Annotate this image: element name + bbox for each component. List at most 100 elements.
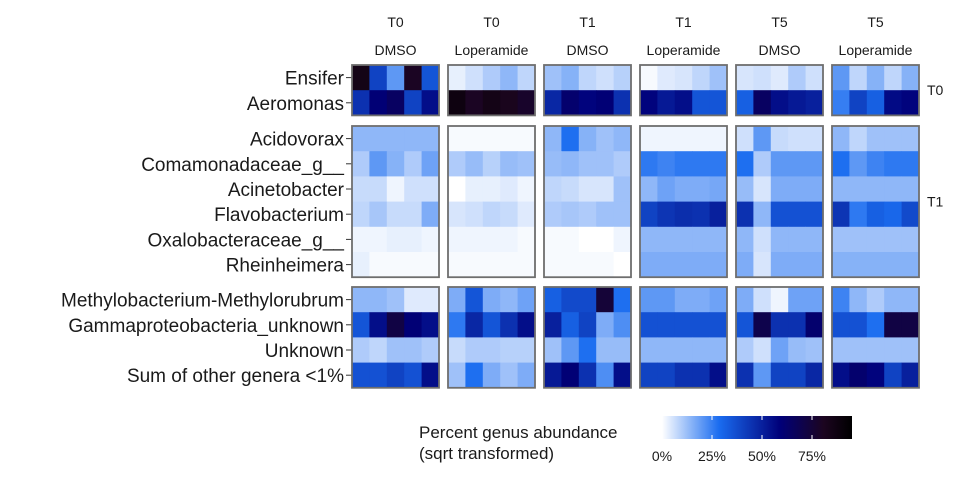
heatmap-cell bbox=[788, 176, 806, 202]
heatmap-cell bbox=[404, 151, 422, 177]
heatmap-cell bbox=[465, 337, 484, 363]
heatmap-cell bbox=[386, 287, 405, 313]
heatmap-cell bbox=[448, 252, 466, 278]
heatmap-cell bbox=[770, 337, 789, 363]
heatmap-cell bbox=[352, 312, 370, 338]
heatmap-cell bbox=[369, 176, 388, 202]
column-strip-time: T0 bbox=[387, 14, 404, 30]
heatmap-cell bbox=[448, 90, 466, 116]
heatmap-cell bbox=[448, 287, 466, 313]
heatmap-cell bbox=[578, 252, 597, 278]
heatmap-cell bbox=[770, 176, 789, 202]
heatmap-cell bbox=[517, 176, 536, 202]
heatmap-cell bbox=[448, 312, 466, 338]
heatmap-cell bbox=[613, 126, 632, 152]
heatmap-cell bbox=[657, 65, 676, 91]
row-label: Sum of other genera <1% bbox=[127, 366, 344, 387]
panel-border bbox=[543, 286, 632, 389]
heatmap-cell bbox=[352, 65, 370, 91]
heatmap-cell bbox=[866, 126, 885, 152]
row-strip-label: T0 bbox=[927, 82, 944, 98]
column-strip-time: T5 bbox=[771, 14, 788, 30]
heatmap-panel bbox=[831, 64, 920, 117]
heatmap-panel bbox=[447, 286, 536, 389]
heatmap-cell bbox=[448, 65, 466, 91]
heatmap-cell bbox=[657, 90, 676, 116]
heatmap-panel bbox=[735, 64, 824, 117]
heatmap-cell bbox=[657, 126, 676, 152]
heatmap-cell bbox=[561, 176, 580, 202]
panel-border bbox=[447, 64, 536, 117]
heatmap-cell bbox=[901, 126, 920, 152]
heatmap-cell bbox=[352, 226, 370, 253]
heatmap-cell bbox=[736, 126, 754, 152]
heatmap-cell bbox=[674, 90, 693, 116]
heatmap-cell bbox=[482, 287, 501, 313]
heatmap-cell bbox=[770, 126, 789, 152]
heatmap-cell bbox=[901, 362, 920, 389]
panel-border bbox=[735, 125, 824, 279]
heatmap-cell bbox=[901, 176, 920, 202]
heatmap-cell bbox=[596, 201, 614, 228]
heatmap-cell bbox=[692, 337, 710, 363]
heatmap-cell bbox=[352, 362, 370, 389]
heatmap-cell bbox=[640, 151, 658, 177]
heatmap-cell bbox=[482, 312, 501, 338]
heatmap-cell bbox=[866, 176, 885, 202]
heatmap-cell bbox=[753, 90, 772, 116]
heatmap-cell bbox=[866, 337, 885, 363]
heatmap-cell bbox=[578, 337, 597, 363]
heatmap-cell bbox=[832, 126, 850, 152]
heatmap-cell bbox=[482, 126, 501, 152]
heatmap-cell bbox=[500, 126, 518, 152]
heatmap-cell bbox=[613, 312, 632, 338]
row-label: Methylobacterium-Methylorubrum bbox=[61, 291, 344, 312]
heatmap-cell bbox=[849, 252, 868, 278]
heatmap-cell bbox=[657, 287, 676, 313]
heatmap-cell bbox=[596, 90, 614, 116]
legend-tick-label: 75% bbox=[798, 448, 826, 464]
heatmap-cell bbox=[517, 226, 536, 253]
heatmap-cell bbox=[421, 176, 440, 202]
heatmap-cell bbox=[832, 201, 850, 228]
heatmap-cell bbox=[866, 312, 885, 338]
heatmap-cell bbox=[517, 312, 536, 338]
heatmap-cell bbox=[596, 337, 614, 363]
heatmap-cell bbox=[692, 252, 710, 278]
row-label: Ensifer bbox=[285, 69, 345, 90]
column-strip-treatment: DMSO bbox=[759, 42, 801, 58]
heatmap-cell bbox=[465, 65, 484, 91]
heatmap-cell bbox=[849, 201, 868, 228]
panel-border bbox=[351, 286, 440, 389]
heatmap-cell bbox=[369, 337, 388, 363]
heatmap-cell bbox=[386, 90, 405, 116]
heatmap-cell bbox=[369, 287, 388, 313]
heatmap-cell bbox=[596, 151, 614, 177]
heatmap-cell bbox=[770, 287, 789, 313]
heatmap-cell bbox=[805, 126, 824, 152]
heatmap-cell bbox=[674, 287, 693, 313]
heatmap-cell bbox=[753, 312, 772, 338]
heatmap-cell bbox=[709, 201, 728, 228]
heatmap-cell bbox=[884, 362, 902, 389]
heatmap-cell bbox=[657, 176, 676, 202]
heatmap-cell bbox=[578, 90, 597, 116]
heatmap-cell bbox=[544, 252, 562, 278]
heatmap-cell bbox=[640, 287, 658, 313]
heatmap-cell bbox=[482, 176, 501, 202]
heatmap-cell bbox=[736, 287, 754, 313]
heatmap-cell bbox=[753, 126, 772, 152]
heatmap-panel bbox=[831, 286, 920, 389]
heatmap-cell bbox=[386, 176, 405, 202]
heatmap-cell bbox=[866, 252, 885, 278]
heatmap-cell bbox=[517, 337, 536, 363]
heatmap-cell bbox=[849, 337, 868, 363]
heatmap-cell bbox=[500, 90, 518, 116]
heatmap-cell bbox=[805, 337, 824, 363]
heatmap-cell bbox=[884, 287, 902, 313]
heatmap-panel bbox=[447, 64, 536, 117]
heatmap-panel bbox=[447, 125, 536, 279]
heatmap-cell bbox=[709, 65, 728, 91]
heatmap-cell bbox=[386, 126, 405, 152]
heatmap-cell bbox=[404, 252, 422, 278]
